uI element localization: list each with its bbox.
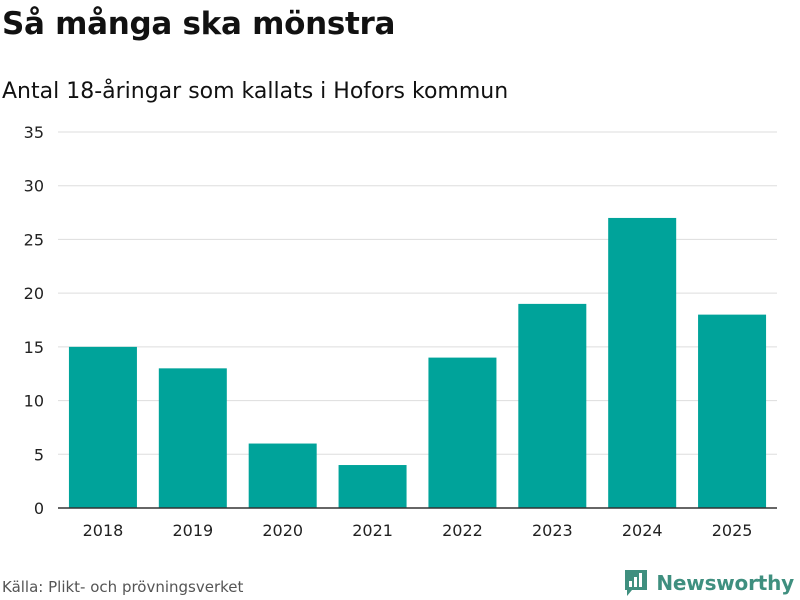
y-tick-label: 25 xyxy=(24,230,44,249)
source-note: Källa: Plikt- och prövningsverket xyxy=(2,578,244,596)
y-tick-label: 30 xyxy=(24,177,44,196)
brand-logo: Newsworthy xyxy=(623,568,794,598)
x-tick-label: 2025 xyxy=(712,521,753,540)
x-tick-label: 2020 xyxy=(262,521,303,540)
x-tick-label: 2023 xyxy=(532,521,573,540)
x-tick-label: 2019 xyxy=(172,521,213,540)
x-tick-label: 2018 xyxy=(83,521,124,540)
y-tick-label: 15 xyxy=(24,338,44,357)
x-axis-ticks: 2018 2019 2020 2021 2022 2023 2024 2025 xyxy=(83,521,753,540)
chart-title: Så många ska mönstra xyxy=(2,6,396,42)
y-tick-label: 20 xyxy=(24,284,44,303)
newsworthy-logo-icon xyxy=(625,570,648,596)
bar-2024 xyxy=(608,217,677,508)
bar-2020 xyxy=(248,443,317,508)
bar-2022 xyxy=(428,357,497,508)
brand-name: Newsworthy xyxy=(656,571,794,595)
bar-2025 xyxy=(698,314,767,508)
y-axis-ticks: 0 5 10 15 20 25 30 35 xyxy=(24,123,44,518)
bars xyxy=(68,217,767,508)
bar-2021 xyxy=(338,465,407,508)
x-tick-label: 2022 xyxy=(442,521,483,540)
x-tick-label: 2024 xyxy=(622,521,663,540)
chart-subtitle: Antal 18-åringar som kallats i Hofors ko… xyxy=(2,79,509,104)
bar-2023 xyxy=(518,303,587,508)
bar-2019 xyxy=(158,368,227,508)
y-tick-label: 0 xyxy=(34,499,44,518)
y-tick-label: 35 xyxy=(24,123,44,142)
y-tick-label: 10 xyxy=(24,392,44,411)
bar-2018 xyxy=(68,346,137,508)
x-tick-label: 2021 xyxy=(352,521,393,540)
y-tick-label: 5 xyxy=(34,445,44,464)
